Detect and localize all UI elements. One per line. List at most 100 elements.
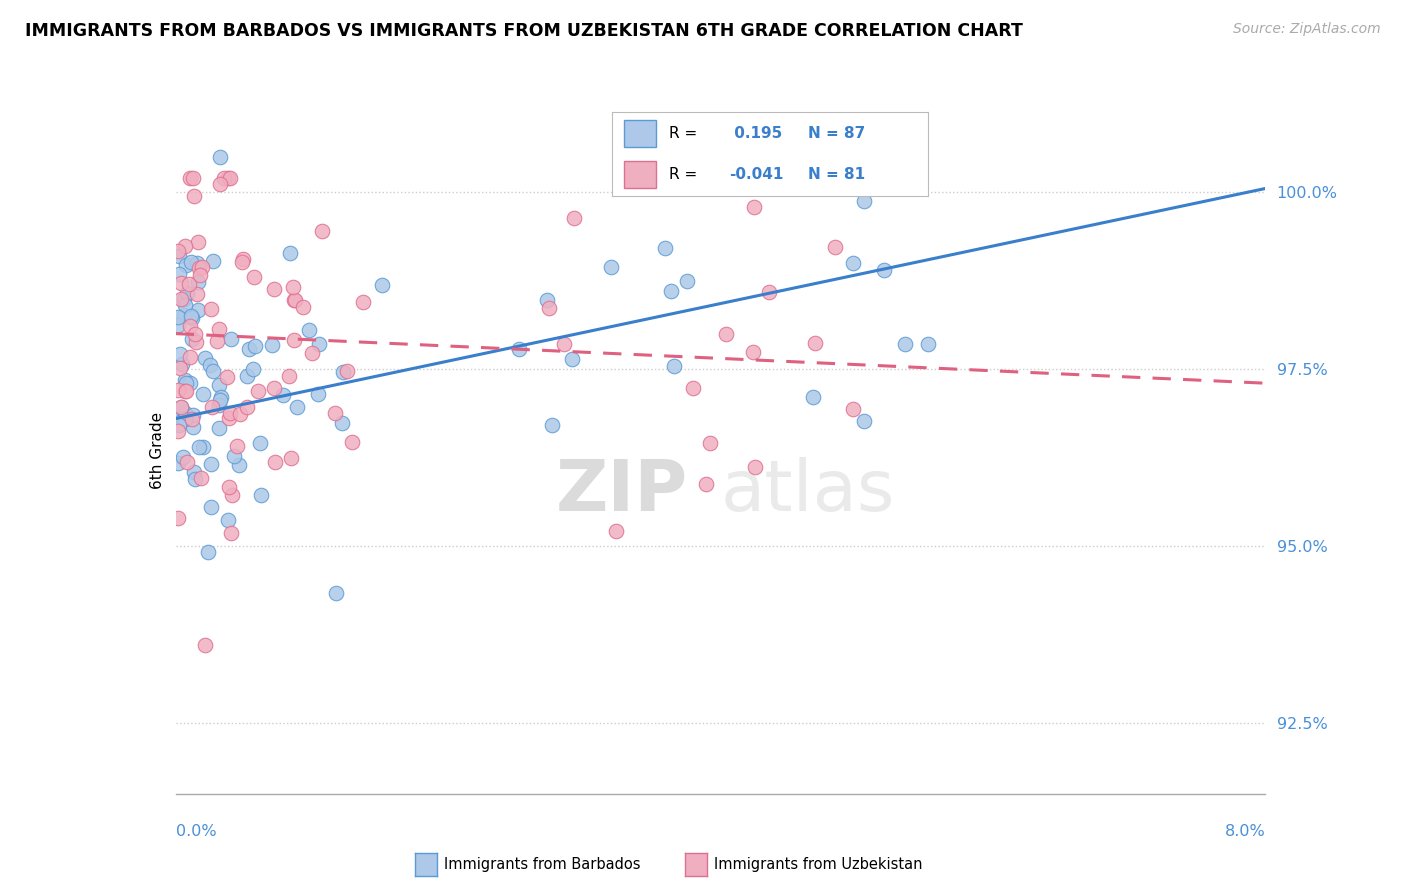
Point xyxy=(172,411,194,425)
Point xyxy=(243,270,266,285)
Point xyxy=(323,406,346,420)
Point xyxy=(176,286,198,301)
Point xyxy=(181,311,204,326)
Point xyxy=(174,411,197,425)
Point xyxy=(508,343,530,357)
Point xyxy=(873,263,896,277)
Point xyxy=(654,241,676,255)
Point xyxy=(170,292,193,306)
Text: R =: R = xyxy=(669,167,697,182)
Point xyxy=(285,400,308,414)
Point xyxy=(167,456,190,470)
Text: ZIP: ZIP xyxy=(555,458,688,526)
Point xyxy=(283,333,305,347)
Point xyxy=(217,513,239,527)
Point xyxy=(170,400,193,414)
Point xyxy=(804,336,827,351)
Point xyxy=(714,327,737,342)
Point xyxy=(181,408,204,422)
Point xyxy=(292,300,315,314)
Point xyxy=(340,435,363,450)
Point xyxy=(183,472,205,486)
Text: R =: R = xyxy=(669,126,697,141)
Point xyxy=(842,256,865,270)
Point xyxy=(174,373,197,387)
Point xyxy=(219,405,242,419)
Point xyxy=(173,406,195,420)
Text: N = 87: N = 87 xyxy=(808,126,865,141)
Point xyxy=(169,346,191,360)
Point xyxy=(283,293,305,307)
Point xyxy=(187,302,209,317)
Point xyxy=(600,260,623,275)
Point xyxy=(236,400,259,414)
Point xyxy=(280,450,302,465)
Point xyxy=(224,449,246,463)
Point xyxy=(176,258,198,272)
Point xyxy=(852,414,875,428)
Point xyxy=(183,466,205,480)
Point xyxy=(894,337,917,351)
Point xyxy=(212,170,235,185)
Point xyxy=(179,319,201,334)
Point xyxy=(174,384,197,398)
Point xyxy=(205,334,228,348)
Point xyxy=(167,511,190,525)
Point xyxy=(194,638,217,652)
Point xyxy=(699,435,721,450)
Point xyxy=(181,419,204,434)
Point xyxy=(263,381,285,395)
Y-axis label: 6th Grade: 6th Grade xyxy=(149,412,165,489)
Point xyxy=(191,441,214,455)
Text: IMMIGRANTS FROM BARBADOS VS IMMIGRANTS FROM UZBEKISTAN 6TH GRADE CORRELATION CHA: IMMIGRANTS FROM BARBADOS VS IMMIGRANTS F… xyxy=(25,22,1024,40)
Point xyxy=(742,344,765,359)
Point xyxy=(803,391,825,405)
Point xyxy=(352,294,374,309)
Point xyxy=(824,240,846,254)
Point xyxy=(219,526,242,541)
Point xyxy=(197,544,219,558)
Point xyxy=(179,376,201,391)
Point xyxy=(332,365,354,379)
Point xyxy=(167,425,190,439)
Text: N = 81: N = 81 xyxy=(808,167,865,182)
Point xyxy=(180,309,202,323)
Point xyxy=(200,302,222,317)
Point xyxy=(208,378,231,392)
Point xyxy=(562,211,585,225)
Point xyxy=(169,417,191,432)
Point xyxy=(263,282,285,296)
Point xyxy=(170,357,193,371)
Point xyxy=(188,260,211,275)
Point xyxy=(174,298,197,312)
Point xyxy=(536,293,558,308)
Point xyxy=(186,276,208,290)
Point xyxy=(325,586,347,600)
Point xyxy=(173,239,195,253)
Point xyxy=(200,500,222,514)
Point xyxy=(181,332,204,346)
Point xyxy=(208,420,231,434)
Point xyxy=(284,293,307,307)
Point xyxy=(200,457,222,471)
Point xyxy=(180,255,202,269)
Point xyxy=(218,479,240,493)
Point xyxy=(167,268,190,282)
Point xyxy=(179,170,201,185)
Point xyxy=(198,358,221,372)
Point xyxy=(202,254,225,268)
Point xyxy=(371,277,394,292)
Point xyxy=(330,416,353,430)
Bar xyxy=(624,120,655,147)
Point xyxy=(202,364,225,378)
Point xyxy=(232,252,254,266)
Point xyxy=(221,488,243,502)
Point xyxy=(169,400,191,414)
Point xyxy=(307,387,329,401)
Point xyxy=(209,177,232,191)
Point xyxy=(742,200,765,214)
Point xyxy=(173,308,195,322)
Point xyxy=(167,244,190,258)
Point xyxy=(170,276,193,290)
Point xyxy=(180,412,202,426)
